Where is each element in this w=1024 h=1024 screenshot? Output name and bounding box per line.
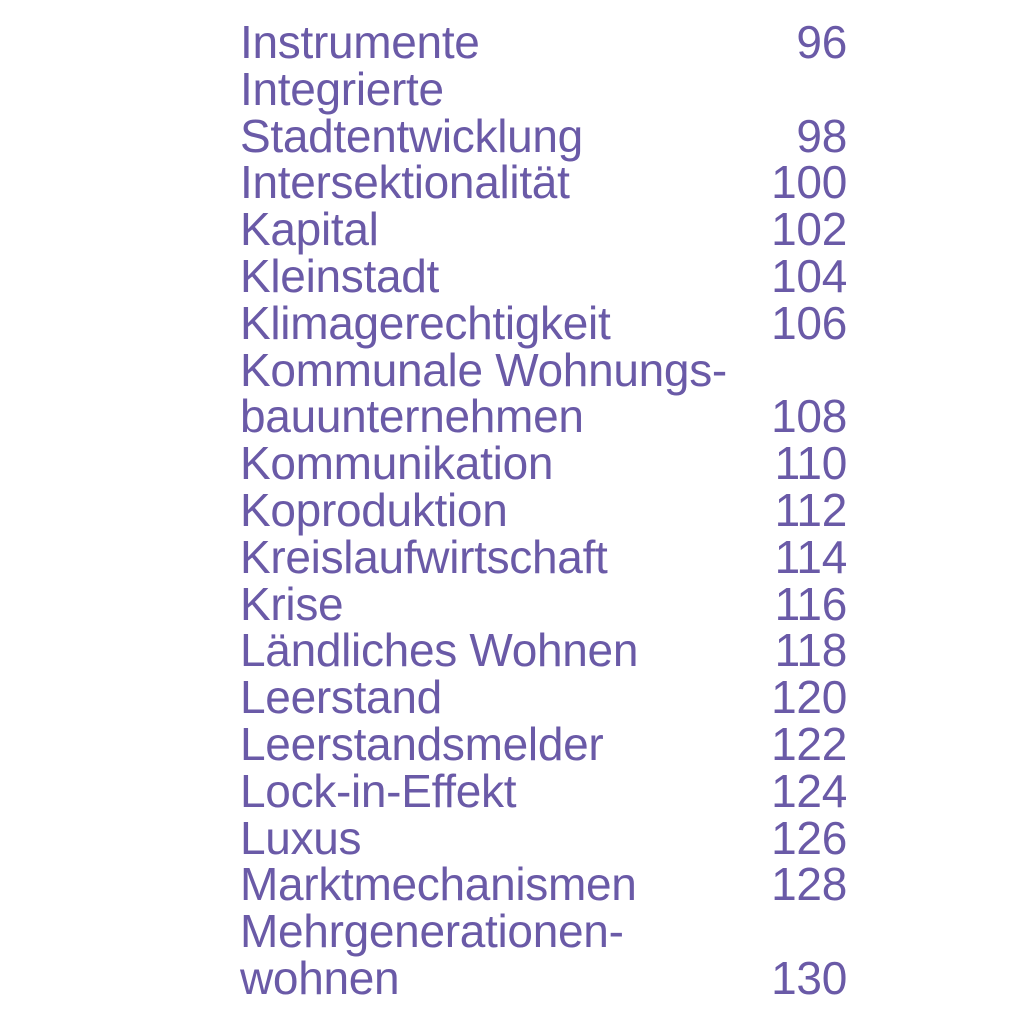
toc-entry-page-number: 126 [771, 811, 847, 864]
toc-line: Krise 116 [240, 577, 848, 630]
toc-entry-label: Integrierte [240, 62, 444, 115]
toc-entry: Kommunikation 110 [240, 440, 847, 487]
toc-entry-page-number: 110 [774, 437, 848, 490]
toc-entry-page-number: 128 [771, 858, 847, 911]
toc-line: Marktmechanismen 128 [240, 861, 847, 908]
toc-entry-page-number: 106 [771, 296, 847, 349]
toc-entry-page-number: 100 [771, 156, 847, 209]
toc-entry-label: Krise [240, 577, 344, 630]
toc-entry: Ländliches Wohnen 118 [240, 627, 847, 674]
toc-entry-label: Stadtentwicklung [240, 109, 583, 162]
toc-entry-label: Intersektionalität [240, 156, 570, 209]
toc-entry-label: Kommunale Wohnungs- [240, 343, 727, 396]
toc-entry-label: Ländliches Wohnen [240, 624, 639, 677]
toc-line: bauunternehmen 108 [240, 393, 847, 440]
toc-line: Instrumente 96 [240, 19, 847, 66]
toc-entry: Krise 116 [240, 577, 848, 630]
toc-line: Intersektionalität 100 [240, 159, 847, 206]
toc-entry: Kleinstadt 104 [240, 253, 847, 300]
toc-entry: Lock-in-Effekt 124 [240, 764, 847, 817]
toc-line: Stadtentwicklung 98 [240, 109, 847, 162]
toc-entry-page-number: 120 [771, 671, 847, 724]
toc-entry-page-number: 130 [771, 951, 847, 1004]
toc-entry: Klimagerechtigkeit 106 [240, 296, 847, 349]
toc-line: Leerstandsmelder 122 [240, 721, 847, 768]
toc-entry-label: Luxus [240, 811, 362, 864]
toc-line: Kommunale Wohnungs- [240, 343, 847, 396]
toc-entry-page-number: 116 [774, 577, 848, 630]
toc-entry-page-number: 112 [774, 483, 848, 536]
toc-entry: Kommunale Wohnungs-bauunternehmen 108 [240, 343, 847, 441]
toc-entry-label: Kreislaufwirtschaft [240, 530, 608, 583]
toc-entry-page-number: 102 [771, 203, 847, 256]
toc-entry: Leerstand 120 [240, 674, 847, 721]
toc-entry: Koproduktion 112 [240, 487, 847, 534]
toc-entry-label: bauunternehmen [240, 390, 584, 443]
toc-line: Luxus 126 [240, 811, 847, 864]
toc-entry-page-number: 108 [771, 390, 847, 443]
toc-entry: Kapital 102 [240, 206, 847, 253]
toc-entry-label: Mehrgenerationen- [240, 905, 624, 958]
toc-line: Kleinstadt 104 [240, 253, 847, 300]
toc-entry: Kreislaufwirtschaft 114 [240, 530, 848, 583]
toc-entry: Marktmechanismen 128 [240, 861, 847, 908]
toc-entry-page-number: 118 [774, 624, 848, 677]
toc-entry: Integrierte Stadtentwicklung 98 [240, 62, 847, 162]
toc-entry-label: Kommunikation [240, 437, 554, 490]
toc-entry-page-number: 124 [771, 764, 847, 817]
toc-line: Koproduktion 112 [240, 487, 847, 534]
toc-line: Mehrgenerationen- [240, 908, 847, 955]
toc-line: Ländliches Wohnen 118 [240, 627, 847, 674]
toc-entry-label: wohnen [240, 951, 400, 1004]
toc-entry-page-number: 96 [796, 16, 847, 68]
toc-entry: Mehrgenerationen-wohnen 130 [240, 908, 847, 1002]
toc-list: Instrumente 96 Integrierte Stadtentwicklung… [240, 19, 847, 1002]
toc-entry-page-number: 104 [771, 249, 847, 302]
toc-entry: Luxus 126 [240, 811, 847, 864]
toc-entry-label: Klimagerechtigkeit [240, 296, 611, 349]
toc-entry: Leerstandsmelder 122 [240, 721, 847, 768]
toc-entry-label: Koproduktion [240, 483, 508, 536]
toc-entry: Instrumente 96 [240, 19, 847, 66]
toc-line: Kapital 102 [240, 206, 847, 253]
toc-entry-page-number: 122 [771, 717, 847, 770]
toc-line: wohnen 130 [240, 955, 847, 1002]
toc-line: Klimagerechtigkeit 106 [240, 296, 847, 349]
toc-entry-page-number: 114 [774, 530, 848, 583]
toc-entry-label: Instrumente [240, 16, 480, 68]
toc-entry-page-number: 98 [796, 109, 847, 162]
toc-entry-label: Marktmechanismen [240, 858, 637, 911]
toc-line: Lock-in-Effekt 124 [240, 764, 847, 817]
toc-line: Kreislaufwirtschaft 114 [240, 530, 848, 583]
toc-entry: Intersektionalität 100 [240, 159, 847, 206]
toc-entry-label: Kapital [240, 203, 379, 256]
toc-entry-label: Kleinstadt [240, 249, 440, 302]
toc-entry-label: Leerstand [240, 671, 442, 724]
toc-entry-label: Leerstandsmelder [240, 717, 604, 770]
toc-entry-label: Lock-in-Effekt [240, 764, 517, 817]
toc-line: Kommunikation 110 [240, 440, 847, 487]
toc-line: Integrierte [240, 62, 847, 115]
toc-line: Leerstand 120 [240, 674, 847, 721]
